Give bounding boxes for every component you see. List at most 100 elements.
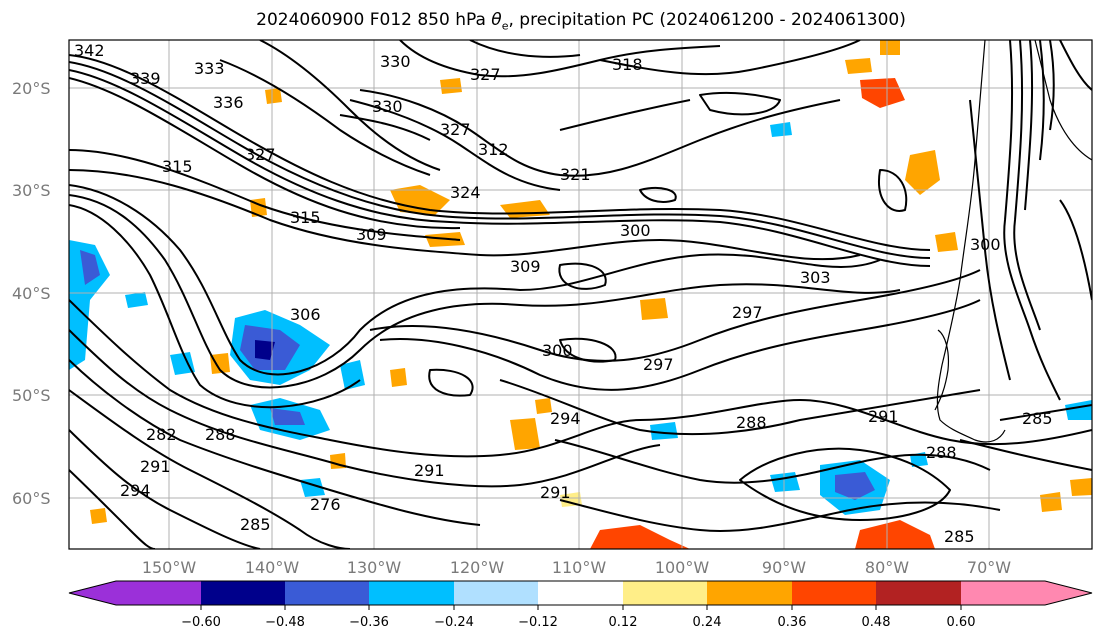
precip-negative-patch <box>170 352 195 375</box>
contour-label: 291 <box>868 407 899 426</box>
contour-label: 330 <box>372 97 403 116</box>
coastline <box>934 40 1092 443</box>
lon-tick-label: 130°W <box>347 558 402 577</box>
contour-label: 306 <box>290 305 321 324</box>
lat-tick-label: 20°S <box>12 79 51 98</box>
contour-label: 333 <box>194 59 225 78</box>
contour-label: 294 <box>550 409 581 428</box>
colorbar-segment <box>454 581 538 605</box>
precip-positive-patch <box>935 232 958 252</box>
contour-label: 312 <box>478 140 509 159</box>
precip-positive-patch <box>590 525 690 549</box>
contour-label: 285 <box>240 515 271 534</box>
precip-positive-patch <box>640 298 668 320</box>
lat-tick-label: 30°S <box>12 181 51 200</box>
contour-label: 285 <box>944 527 975 546</box>
contour-label: 327 <box>470 65 501 84</box>
colorbar-tick-label: 0.36 <box>778 615 807 630</box>
lon-tick-label: 150°W <box>142 558 197 577</box>
contour-label: 330 <box>380 52 411 71</box>
contour-label: 300 <box>620 221 651 240</box>
colorbar-extend-high <box>1045 581 1092 605</box>
colorbar-tick-label: 0.12 <box>609 615 638 630</box>
precip-positive-patch <box>855 520 935 549</box>
precip-positive-patch <box>905 150 940 195</box>
lon-tick-label: 100°W <box>655 558 710 577</box>
precip-negative-patch <box>340 360 365 390</box>
contour-label: 336 <box>213 93 244 112</box>
theta-symbol: θ <box>491 10 502 30</box>
precip-positive-patch <box>535 398 552 414</box>
lon-tick-label: 90°W <box>762 558 806 577</box>
colorbar-tick-label: −0.12 <box>518 615 558 630</box>
precip-positive-patch <box>440 78 462 94</box>
precip-negative-patch <box>650 422 678 440</box>
colorbar: −0.60 −0.48 −0.36 −0.24 −0.12 0.12 0.24 … <box>68 580 1093 630</box>
contour-label: 324 <box>450 183 481 202</box>
latitude-axis: 20°S 30°S 40°S 50°S 60°S <box>12 79 51 508</box>
colorbar-segment <box>201 581 285 605</box>
precip-negative-patch <box>835 472 875 500</box>
lon-tick-label: 80°W <box>865 558 909 577</box>
contour-label: 342 <box>74 41 105 60</box>
lon-tick-label: 120°W <box>450 558 505 577</box>
contour-labels: 342 339 333 336 330 327 330 327 318 315 … <box>74 41 1053 546</box>
precip-negative-patch <box>255 340 275 360</box>
contour-label: 327 <box>440 120 471 139</box>
precip-negative-patch <box>270 408 305 425</box>
colorbar-extend-low <box>69 581 116 605</box>
map-plot-area: 342 339 333 336 330 327 330 327 318 315 … <box>69 40 1092 549</box>
contour-label: 285 <box>1022 409 1053 428</box>
lon-tick-label: 140°W <box>245 558 300 577</box>
precip-shading <box>69 40 1092 549</box>
contour-label: 276 <box>310 495 341 514</box>
contour-label: 300 <box>542 341 573 360</box>
precip-positive-patch <box>265 88 282 104</box>
colorbar-tick-label: 0.60 <box>947 615 976 630</box>
map-gridlines <box>69 40 1092 549</box>
figure-title: 2024060900 F012 850 hPa θe, precipitatio… <box>256 10 906 33</box>
contour-label: 309 <box>510 257 541 276</box>
contour-label: 339 <box>130 69 161 88</box>
colorbar-segment <box>792 581 876 605</box>
contour-label: 291 <box>540 483 571 502</box>
precip-negative-patch <box>770 472 800 492</box>
contour-label: 300 <box>970 235 1001 254</box>
contour-label: 309 <box>356 225 387 244</box>
contour-label: 294 <box>120 481 151 500</box>
precip-positive-patch <box>860 78 905 108</box>
precip-positive-patch <box>880 40 900 55</box>
contour-label: 291 <box>414 461 445 480</box>
lon-tick-label: 110°W <box>552 558 607 577</box>
contour-label: 327 <box>245 145 276 164</box>
lat-tick-label: 50°S <box>12 386 51 405</box>
contour-label: 288 <box>736 413 767 432</box>
contour-label: 282 <box>146 425 177 444</box>
contour-label: 315 <box>162 157 193 176</box>
contour-label: 291 <box>140 457 171 476</box>
colorbar-tick-label: −0.36 <box>349 615 389 630</box>
colorbar-segment <box>961 581 1045 605</box>
colorbar-segment <box>707 581 792 605</box>
colorbar-tick-label: 0.48 <box>862 615 891 630</box>
precip-negative-patch <box>69 240 110 370</box>
contour-label: 288 <box>926 443 957 462</box>
theta-e-contours <box>69 40 1092 549</box>
precip-positive-patch <box>90 508 107 524</box>
colorbar-segment <box>285 581 369 605</box>
theta-subscript: e <box>501 19 509 33</box>
contour-label: 318 <box>612 55 643 74</box>
colorbar-tick-label: −0.24 <box>434 615 474 630</box>
colorbar-tick-label: −0.60 <box>181 615 221 630</box>
longitude-axis: 150°W 140°W 130°W 120°W 110°W 100°W 90°W… <box>142 558 1011 577</box>
precip-negative-patch <box>1065 400 1092 420</box>
precip-negative-patch <box>125 292 148 308</box>
colorbar-segment <box>538 581 623 605</box>
map-background <box>69 40 1092 549</box>
lon-tick-label: 70°W <box>967 558 1011 577</box>
colorbar-segment <box>116 581 201 605</box>
colorbar-segment <box>623 581 707 605</box>
contour-label: 315 <box>290 208 321 227</box>
colorbar-segment <box>369 581 454 605</box>
